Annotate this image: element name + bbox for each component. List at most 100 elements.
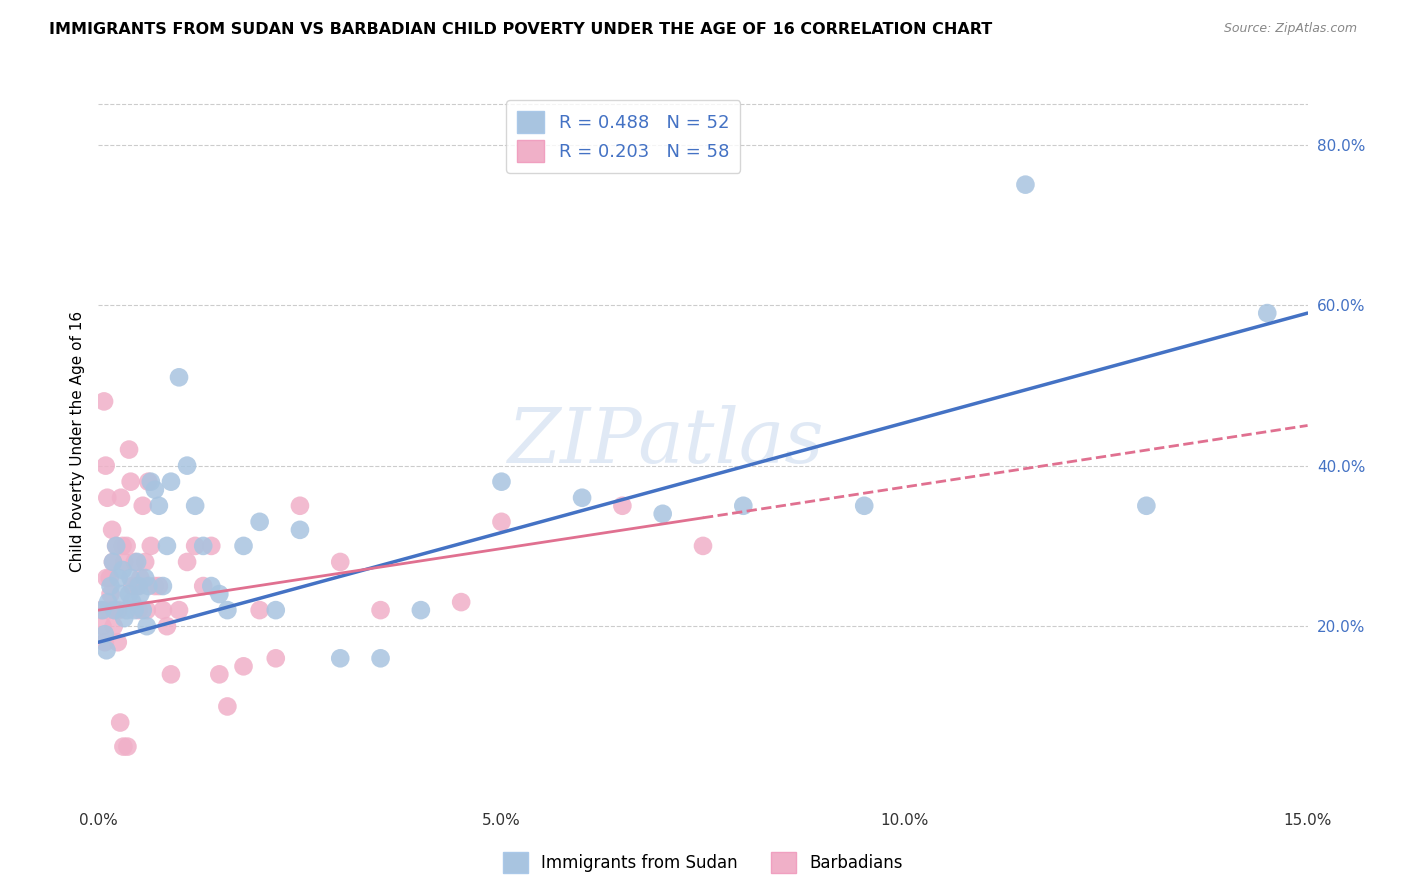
Point bbox=[167, 603, 190, 617]
Point bbox=[200, 579, 222, 593]
Point bbox=[135, 603, 157, 617]
Point bbox=[107, 571, 129, 585]
Point bbox=[288, 499, 311, 513]
Point bbox=[193, 579, 215, 593]
Point bbox=[176, 555, 198, 569]
Point bbox=[1135, 499, 1157, 513]
Point bbox=[97, 595, 120, 609]
Point bbox=[117, 739, 139, 754]
Point bbox=[152, 579, 174, 593]
Point bbox=[115, 603, 138, 617]
Point bbox=[409, 603, 432, 617]
Point bbox=[115, 539, 138, 553]
Point bbox=[103, 619, 125, 633]
Point bbox=[124, 603, 146, 617]
Point bbox=[91, 619, 114, 633]
Point bbox=[208, 587, 231, 601]
Point bbox=[111, 539, 134, 553]
Point bbox=[370, 603, 392, 617]
Point bbox=[139, 475, 162, 489]
Point bbox=[329, 651, 352, 665]
Point bbox=[101, 555, 124, 569]
Point bbox=[121, 579, 143, 593]
Point bbox=[134, 571, 156, 585]
Point bbox=[108, 715, 131, 730]
Point bbox=[491, 475, 513, 489]
Point bbox=[139, 539, 162, 553]
Point bbox=[111, 563, 134, 577]
Point bbox=[176, 458, 198, 473]
Point bbox=[128, 603, 150, 617]
Point bbox=[107, 603, 129, 617]
Point bbox=[143, 483, 166, 497]
Point bbox=[118, 587, 141, 601]
Point bbox=[160, 475, 183, 489]
Point bbox=[692, 539, 714, 553]
Point bbox=[121, 595, 143, 609]
Point bbox=[93, 394, 115, 409]
Point bbox=[193, 539, 215, 553]
Point bbox=[733, 499, 755, 513]
Point bbox=[94, 635, 117, 649]
Point bbox=[249, 515, 271, 529]
Point bbox=[103, 603, 125, 617]
Point bbox=[853, 499, 876, 513]
Point bbox=[217, 603, 239, 617]
Point bbox=[107, 635, 129, 649]
Point bbox=[128, 579, 150, 593]
Point bbox=[94, 627, 117, 641]
Point bbox=[370, 651, 392, 665]
Point bbox=[184, 539, 207, 553]
Point bbox=[110, 491, 132, 505]
Point bbox=[152, 603, 174, 617]
Text: ZIPatlas: ZIPatlas bbox=[509, 405, 825, 478]
Point bbox=[101, 555, 124, 569]
Text: Source: ZipAtlas.com: Source: ZipAtlas.com bbox=[1223, 22, 1357, 36]
Point bbox=[112, 611, 135, 625]
Point bbox=[105, 539, 128, 553]
Point bbox=[208, 667, 231, 681]
Point bbox=[134, 555, 156, 569]
Text: IMMIGRANTS FROM SUDAN VS BARBADIAN CHILD POVERTY UNDER THE AGE OF 16 CORRELATION: IMMIGRANTS FROM SUDAN VS BARBADIAN CHILD… bbox=[49, 22, 993, 37]
Point bbox=[1256, 306, 1278, 320]
Point bbox=[132, 499, 155, 513]
Point bbox=[156, 619, 179, 633]
Point bbox=[96, 491, 118, 505]
Point bbox=[148, 579, 170, 593]
Y-axis label: Child Poverty Under the Age of 16: Child Poverty Under the Age of 16 bbox=[69, 311, 84, 572]
Point bbox=[97, 603, 120, 617]
Point bbox=[112, 555, 135, 569]
Point bbox=[160, 667, 183, 681]
Point bbox=[329, 555, 352, 569]
Point bbox=[450, 595, 472, 609]
Point bbox=[132, 603, 155, 617]
Point bbox=[156, 539, 179, 553]
Point bbox=[249, 603, 271, 617]
Point bbox=[101, 523, 124, 537]
Point bbox=[118, 442, 141, 457]
Point bbox=[143, 579, 166, 593]
Point bbox=[96, 643, 118, 657]
Legend: Immigrants from Sudan, Barbadians: Immigrants from Sudan, Barbadians bbox=[496, 846, 910, 880]
Point bbox=[612, 499, 634, 513]
Point bbox=[264, 651, 287, 665]
Point bbox=[167, 370, 190, 384]
Point bbox=[232, 539, 254, 553]
Point bbox=[110, 587, 132, 601]
Point bbox=[288, 523, 311, 537]
Point bbox=[127, 555, 149, 569]
Point bbox=[184, 499, 207, 513]
Point bbox=[1014, 178, 1036, 192]
Point bbox=[264, 603, 287, 617]
Point bbox=[120, 571, 142, 585]
Point bbox=[100, 579, 122, 593]
Point bbox=[129, 587, 152, 601]
Point bbox=[138, 475, 160, 489]
Point bbox=[94, 458, 117, 473]
Point bbox=[96, 571, 118, 585]
Point bbox=[112, 739, 135, 754]
Point bbox=[91, 603, 114, 617]
Point bbox=[217, 699, 239, 714]
Point bbox=[120, 475, 142, 489]
Point bbox=[98, 571, 121, 585]
